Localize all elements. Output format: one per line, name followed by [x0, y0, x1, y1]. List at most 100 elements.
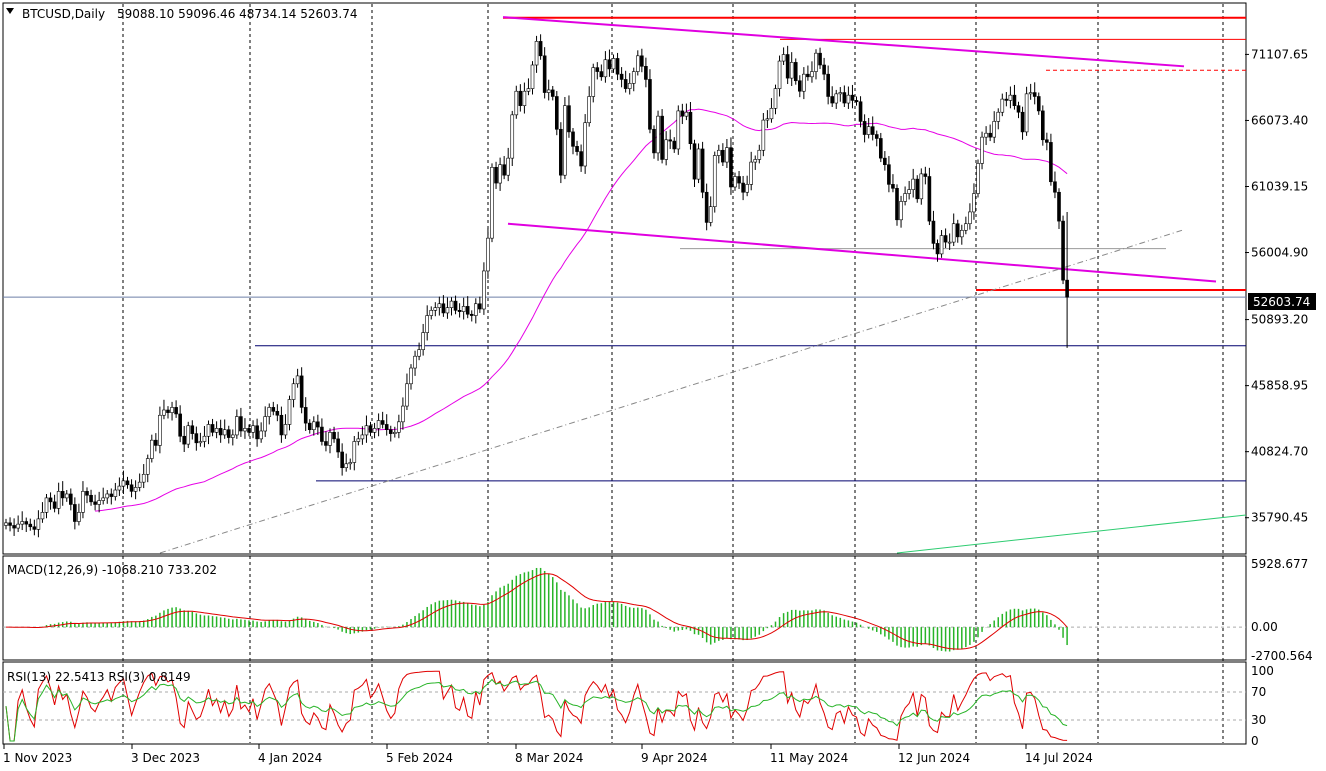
candle-body	[295, 375, 300, 385]
candle-body	[48, 497, 53, 503]
moving-average-line	[95, 108, 1068, 512]
candle-body	[996, 111, 1001, 122]
candle-body	[870, 126, 875, 135]
time-tick-label: 12 Jun 2024	[898, 751, 970, 765]
candle-body	[121, 480, 126, 487]
candle-body	[972, 193, 976, 213]
candle-body	[368, 425, 373, 433]
candle-body	[482, 270, 486, 310]
candle-body	[356, 438, 361, 442]
candle-body	[587, 96, 592, 124]
candle-body	[392, 432, 397, 434]
macd-tick-label: 5928.677	[1251, 557, 1308, 571]
candle-body	[1000, 98, 1005, 113]
candle-body	[429, 310, 434, 316]
candle-body	[453, 300, 458, 311]
candle-body	[530, 64, 535, 89]
price-tick-label: 56004.90	[1251, 246, 1308, 260]
time-tick-label: 3 Dec 2023	[131, 751, 200, 765]
candle-body	[866, 126, 871, 135]
candle-body	[117, 485, 122, 491]
time-tick-label: 1 Nov 2023	[3, 751, 72, 765]
candle-body	[388, 429, 393, 434]
candle-body	[486, 237, 490, 272]
candle-body	[69, 493, 73, 505]
candle-body	[923, 173, 928, 177]
candle-body	[664, 139, 668, 160]
candle-body	[478, 303, 482, 310]
candle-body	[287, 399, 292, 425]
candle-body	[554, 96, 559, 130]
candle-body	[401, 405, 405, 423]
candle-body	[283, 424, 288, 436]
rsi-tick-label: 70	[1251, 685, 1266, 699]
candle-body	[644, 66, 648, 80]
candle-body	[498, 164, 502, 184]
candle-body	[607, 59, 612, 70]
candle-body	[878, 138, 883, 159]
candle-body	[984, 132, 988, 138]
candle-body	[52, 501, 57, 509]
candle-body	[73, 504, 77, 522]
candle-body	[927, 176, 932, 222]
rsi-label: RSI(13) 22.5413 RSI(3) 0.8149	[7, 670, 191, 684]
candle-body	[595, 67, 600, 72]
candle-body	[793, 62, 798, 82]
symbol-label: BTCUSD,Daily	[22, 7, 105, 21]
candle-body	[518, 90, 523, 106]
candle-body	[571, 131, 575, 147]
candle-body	[846, 94, 851, 104]
candle-body	[259, 430, 263, 440]
candle-body	[992, 121, 997, 138]
macd-tick-label: 0.00	[1251, 620, 1278, 634]
candle-body	[611, 58, 616, 70]
candle-body	[433, 307, 438, 311]
candle-body	[903, 193, 907, 202]
candle-body	[376, 420, 381, 429]
candle-body	[364, 425, 369, 436]
candle-body	[340, 451, 344, 469]
candle-body	[1028, 92, 1033, 95]
candle-body	[935, 243, 940, 255]
candle-body	[550, 89, 555, 97]
candle-body	[883, 157, 887, 165]
candle-body	[28, 523, 33, 528]
price-tick-label: 40824.70	[1251, 445, 1308, 459]
candle-body	[81, 491, 85, 513]
candle-body	[704, 191, 709, 223]
candle-body	[380, 420, 385, 425]
candle-body	[44, 497, 49, 513]
last-price-badge	[1248, 293, 1316, 310]
macd-tick-label: -2700.564	[1251, 649, 1313, 663]
candle-body	[526, 88, 531, 92]
candle-body	[1024, 93, 1029, 133]
candle-body	[421, 332, 425, 350]
candle-body	[700, 148, 705, 193]
candle-body	[1045, 139, 1049, 143]
rsi-tick-label: 0	[1251, 734, 1259, 748]
candle-body	[166, 409, 170, 413]
channel-lower	[507, 222, 1217, 283]
candle-body	[631, 71, 636, 84]
candle-body	[810, 71, 814, 78]
candle-body	[830, 96, 835, 104]
candle-body	[648, 79, 652, 130]
time-tick-label: 11 May 2024	[770, 751, 848, 765]
candle-body	[615, 58, 620, 75]
candle-body	[1032, 92, 1037, 97]
candle-body	[1016, 105, 1021, 113]
price-tick-label: 66073.40	[1251, 113, 1308, 127]
candle-body	[397, 421, 401, 433]
candle-body	[546, 89, 551, 93]
macd-label: MACD(12,26,9) -1068.210 733.202	[7, 563, 217, 577]
candle-body	[943, 235, 948, 243]
candle-body	[1008, 94, 1013, 101]
candle-body	[826, 73, 830, 97]
candle-body	[16, 523, 20, 529]
candle-body	[688, 111, 693, 145]
candle-body	[243, 428, 247, 432]
dropdown-triangle-icon[interactable]	[6, 8, 14, 14]
price-tick-label: 61039.15	[1251, 179, 1308, 193]
